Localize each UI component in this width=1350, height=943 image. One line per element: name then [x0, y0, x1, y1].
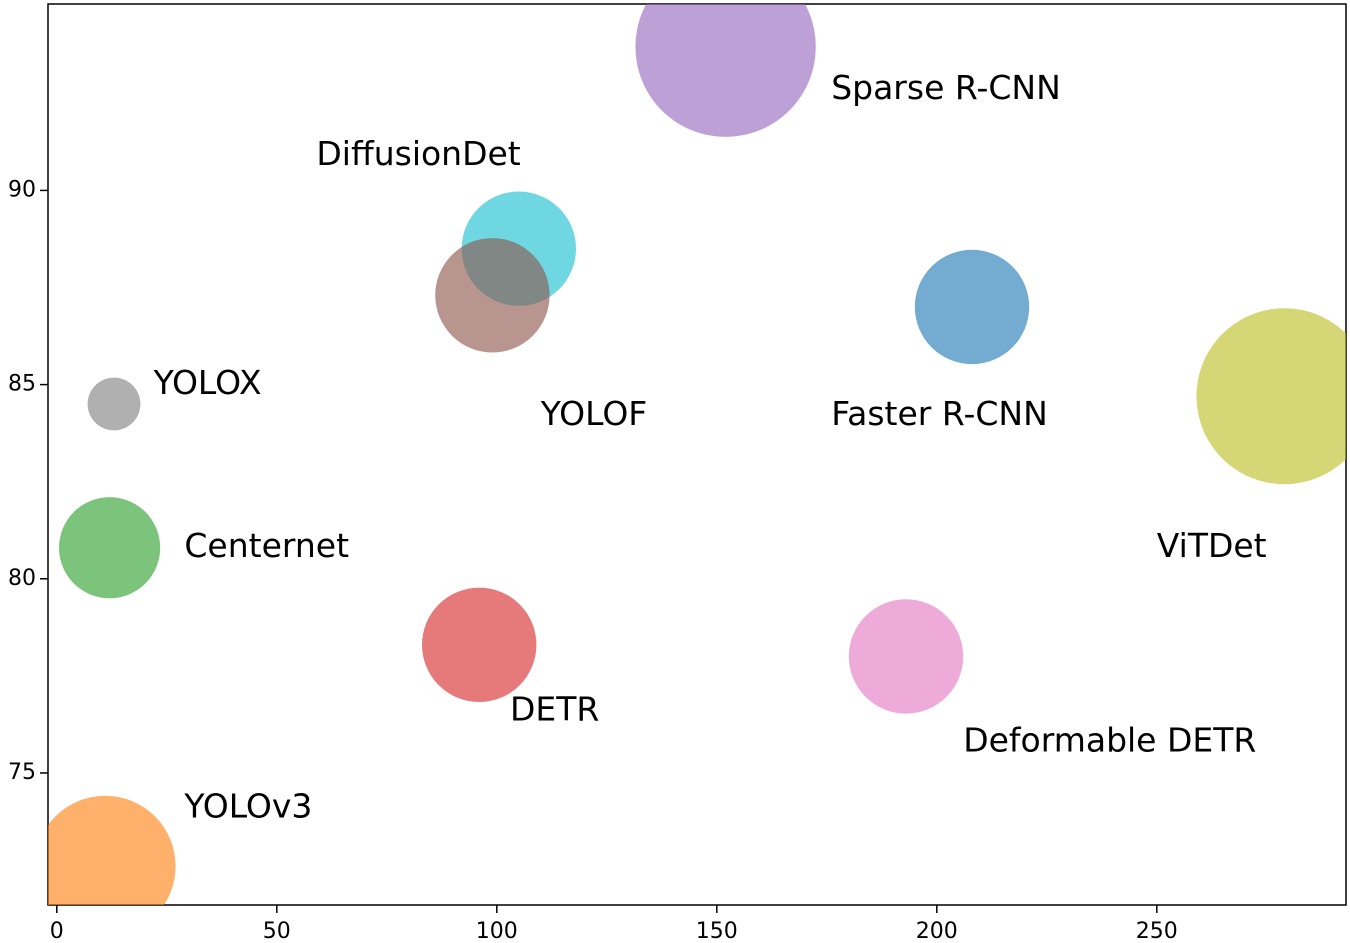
label-yolof: YOLOF: [540, 394, 648, 433]
x-tick-label: 250: [1136, 919, 1178, 943]
bubble-yolof: [435, 238, 550, 353]
bubble-centernet: [59, 497, 161, 599]
label-faster-r-cnn: Faster R-CNN: [831, 394, 1048, 433]
label-diffusiondet: DiffusionDet: [316, 134, 520, 173]
bubbles: [48, 4, 1346, 905]
plot-frame: [47, 3, 1347, 906]
bubble-yolox: [87, 377, 141, 431]
bubble-labels: Sparse R-CNN DiffusionDet YOLOF Faster R-CN…: [153, 68, 1267, 825]
label-centernet: Centernet: [184, 526, 349, 565]
y-tick-label: 75: [8, 760, 36, 785]
label-deformable-detr: Deformable DETR: [963, 720, 1256, 759]
x-axis: 0 50 100 150 200 250: [50, 905, 1178, 943]
bubble-yolov3: [48, 795, 176, 905]
bubble-vitdet: [1196, 308, 1346, 485]
bubble-faster-r-cnn: [914, 249, 1030, 365]
y-axis: 75 80 85 90: [8, 177, 48, 785]
x-tick-label: 50: [263, 919, 291, 943]
label-detr: DETR: [510, 689, 599, 728]
y-tick-label: 85: [8, 372, 36, 397]
label-sparse-r-cnn: Sparse R-CNN: [831, 68, 1061, 107]
y-tick-label: 90: [8, 177, 36, 202]
bubble-detr: [422, 587, 537, 702]
x-tick-label: 150: [696, 919, 738, 943]
bubble-deformable-detr: [848, 599, 964, 714]
label-yolox: YOLOX: [153, 363, 262, 402]
x-tick-label: 0: [50, 919, 64, 943]
label-vitdet: ViTDet: [1157, 526, 1267, 565]
x-tick-label: 100: [476, 919, 518, 943]
x-tick-label: 200: [916, 919, 958, 943]
label-yolov3: YOLOv3: [183, 786, 312, 825]
bubble-sparse-r-cnn: [635, 4, 816, 137]
y-tick-label: 80: [8, 566, 36, 591]
